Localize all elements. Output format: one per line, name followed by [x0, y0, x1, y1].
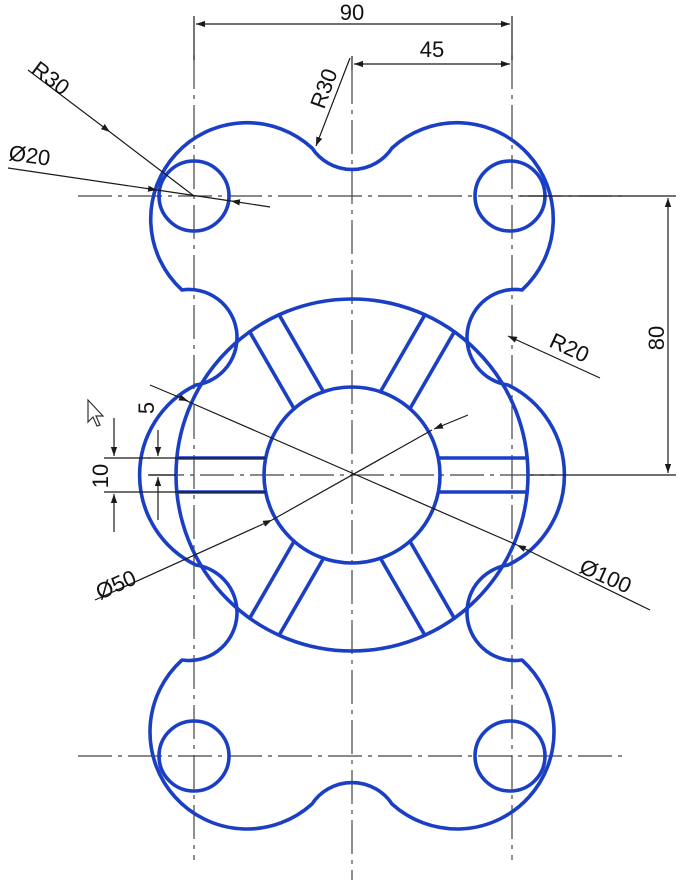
d20-through [156, 189, 232, 202]
mouse-pointer-icon [87, 398, 105, 427]
dim-r30-top-label: R30 [305, 65, 342, 111]
d50-leader [94, 519, 273, 601]
dim-d100-label: Ø100 [576, 554, 635, 599]
r30-top-leader [315, 57, 351, 147]
dimension-lines [7, 16, 676, 611]
spoke-5-edge-1 [277, 556, 326, 638]
d100-leader [516, 544, 651, 611]
spoke-2-edge-2 [408, 329, 457, 411]
d50-arrow-end [433, 414, 469, 430]
r30-corner-leader [27, 69, 111, 133]
spoke-2-edge-1 [378, 312, 427, 394]
d50-diameter [271, 429, 433, 521]
spoke-3-edge-2 [277, 312, 326, 394]
r30-corner-radius-line [109, 131, 195, 197]
spoke-5-edge-2 [247, 539, 296, 621]
spoke-6-edge-2 [378, 556, 427, 638]
inner-ring [262, 385, 442, 565]
dim-90-label: 90 [340, 0, 364, 25]
dim-d50-label: Ø50 [92, 565, 140, 605]
d20-leader [7, 167, 158, 192]
d100-arrow-start [149, 384, 189, 402]
outer-profile [137, 120, 567, 831]
dim-r20-label: R20 [546, 328, 593, 368]
dim-5-label: 5 [134, 402, 159, 414]
bottom-right-hole [473, 719, 547, 793]
dim-d20-label: Ø20 [7, 140, 52, 171]
d20-tail [230, 199, 271, 208]
dimension-texts: 90 45 R30 R30 Ø20 80 R20 5 10 Ø50 Ø100 [7, 0, 669, 605]
dim-45-label: 45 [420, 37, 444, 62]
r20-leader [507, 335, 601, 379]
top-left-hole [157, 159, 231, 233]
dim-10-label: 10 [88, 464, 113, 488]
spoke-6-edge-1 [408, 539, 457, 621]
dim-80-label: 80 [644, 326, 669, 350]
dim-r30-corner-label: R30 [27, 56, 74, 100]
d100-diameter [179, 397, 518, 546]
spoke-3-edge-1 [247, 329, 296, 411]
bottom-left-hole [157, 719, 231, 793]
